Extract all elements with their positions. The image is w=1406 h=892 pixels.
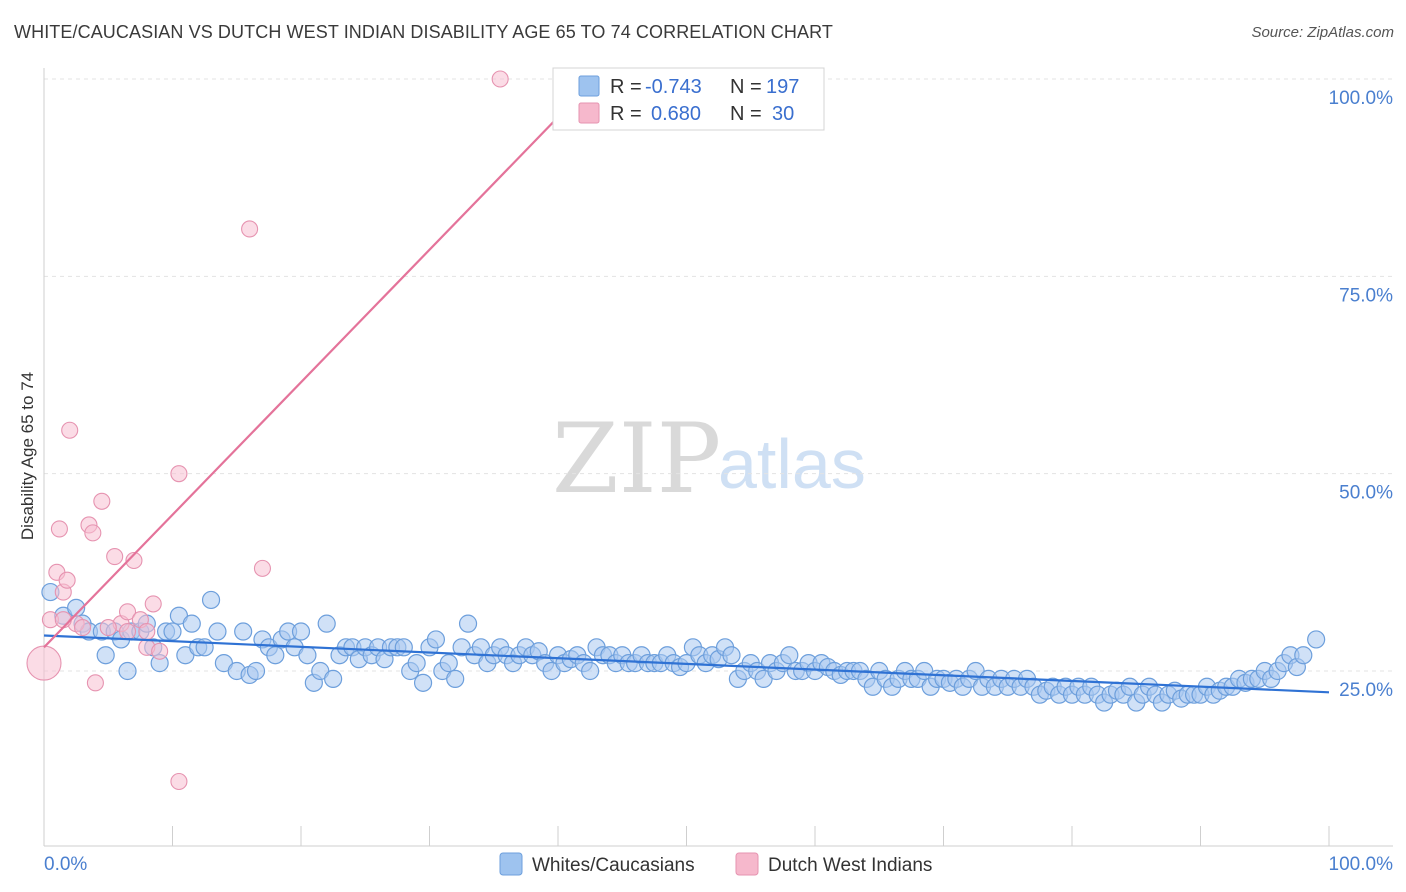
data-point-dutch-west-indians	[151, 642, 169, 660]
data-point-whites	[581, 661, 600, 681]
legend-n-label: N =	[730, 76, 762, 98]
data-point-dutch-west-indians	[144, 595, 162, 613]
data-point-whites	[298, 646, 317, 665]
legend-swatch-dutch-west-indians	[735, 852, 759, 876]
data-point-dutch-west-indians	[138, 622, 156, 641]
data-point-whites	[1307, 630, 1326, 649]
data-point-dutch-west-indians	[118, 603, 137, 621]
data-point-whites	[201, 590, 221, 610]
legend-r-label: R =	[610, 103, 642, 125]
legend-r-label: R =	[610, 76, 642, 98]
legend-label-whites: Whites/Caucasians	[532, 855, 695, 876]
data-point-dutch-west-indians	[491, 70, 509, 88]
data-point-whites	[458, 614, 478, 633]
series-whites-caucasians	[41, 582, 1326, 712]
legend-n-label: N =	[730, 103, 762, 125]
data-point-whites	[118, 661, 137, 681]
axes	[43, 68, 1393, 847]
watermark-zip: ZIP	[552, 403, 721, 515]
trendline-whites	[43, 634, 1330, 694]
data-point-whites	[246, 661, 266, 681]
gridlines	[44, 78, 1393, 672]
y-tick-labels: 25.0% 50.0% 75.0% 100.0%	[1329, 88, 1394, 701]
data-point-dutch-west-indians	[118, 622, 137, 641]
legend-swatch-blue	[578, 75, 600, 97]
y-tick-label: 25.0%	[1339, 680, 1393, 701]
data-point-whites	[266, 646, 285, 665]
data-point-whites	[163, 622, 182, 641]
data-point-dutch-west-indians	[125, 551, 143, 570]
data-point-dutch-west-indians	[99, 619, 117, 637]
data-point-dutch-west-indians	[86, 674, 104, 692]
data-point-dutch-west-indians	[61, 421, 79, 439]
data-point-dutch-west-indians	[253, 559, 272, 577]
x-tick-label: 100.0%	[1329, 854, 1394, 875]
y-tick-label: 50.0%	[1339, 483, 1393, 504]
data-point-whites	[291, 622, 311, 641]
data-point-whites	[1294, 646, 1313, 665]
data-point-whites	[407, 654, 426, 673]
series-dutch-west-indians	[26, 70, 509, 791]
data-point-whites	[413, 673, 433, 692]
data-point-dutch-west-indians	[106, 547, 124, 566]
watermark: ZIP atlas	[552, 403, 866, 515]
data-point-dutch-west-indians	[241, 220, 259, 238]
watermark-atlas: atlas	[718, 425, 866, 503]
data-point-whites	[96, 646, 115, 665]
x-ticks	[172, 826, 1330, 846]
y-tick-label: 75.0%	[1339, 285, 1393, 306]
source-label: Source: ZipAtlas.com	[1251, 24, 1394, 41]
data-point-whites	[394, 638, 413, 657]
data-point-dutch-west-indians	[170, 772, 188, 791]
data-point-whites	[234, 622, 253, 641]
data-point-dutch-west-indians	[50, 520, 68, 538]
data-point-whites	[426, 630, 446, 649]
legend-label-dutch-west-indians: Dutch West Indians	[768, 855, 932, 876]
legend-swatch-pink	[578, 102, 600, 124]
trendlines	[43, 109, 1330, 694]
data-point-dutch-west-indians	[26, 645, 62, 681]
data-point-dutch-west-indians	[58, 571, 76, 589]
data-point-whites	[324, 669, 343, 688]
chart-title: WHITE/CAUCASIAN VS DUTCH WEST INDIAN DIS…	[14, 22, 833, 42]
y-axis-title: Disability Age 65 to 74	[18, 372, 37, 540]
data-point-dutch-west-indians	[170, 465, 188, 483]
x-tick-label: 0.0%	[44, 854, 87, 875]
y-tick-label: 100.0%	[1329, 88, 1394, 109]
data-point-whites	[182, 614, 201, 633]
data-point-dutch-west-indians	[84, 524, 102, 542]
legend-n-value: 30	[772, 103, 794, 125]
legend-r-value: -0.743	[645, 76, 702, 98]
legend-r-value: 0.680	[651, 103, 701, 125]
data-point-dutch-west-indians	[93, 492, 111, 510]
data-point-whites	[446, 669, 465, 688]
data-point-whites	[780, 646, 799, 665]
correlation-legend: R = -0.743 N = 197 R = 0.680 N = 30	[552, 67, 825, 131]
x-tick-labels: 0.0% 100.0%	[44, 854, 1393, 875]
legend-swatch-whites	[499, 852, 523, 876]
data-point-whites	[208, 622, 227, 641]
data-point-whites	[317, 614, 336, 633]
data-point-whites	[722, 646, 741, 665]
series-legend: Whites/Caucasians Dutch West Indians	[499, 852, 932, 876]
trendline-dutch-west-indians	[43, 109, 566, 649]
data-point-dutch-west-indians	[54, 611, 72, 629]
legend-n-value: 197	[766, 76, 799, 98]
data-point-whites	[439, 654, 458, 673]
data-point-dutch-west-indians	[74, 619, 92, 637]
